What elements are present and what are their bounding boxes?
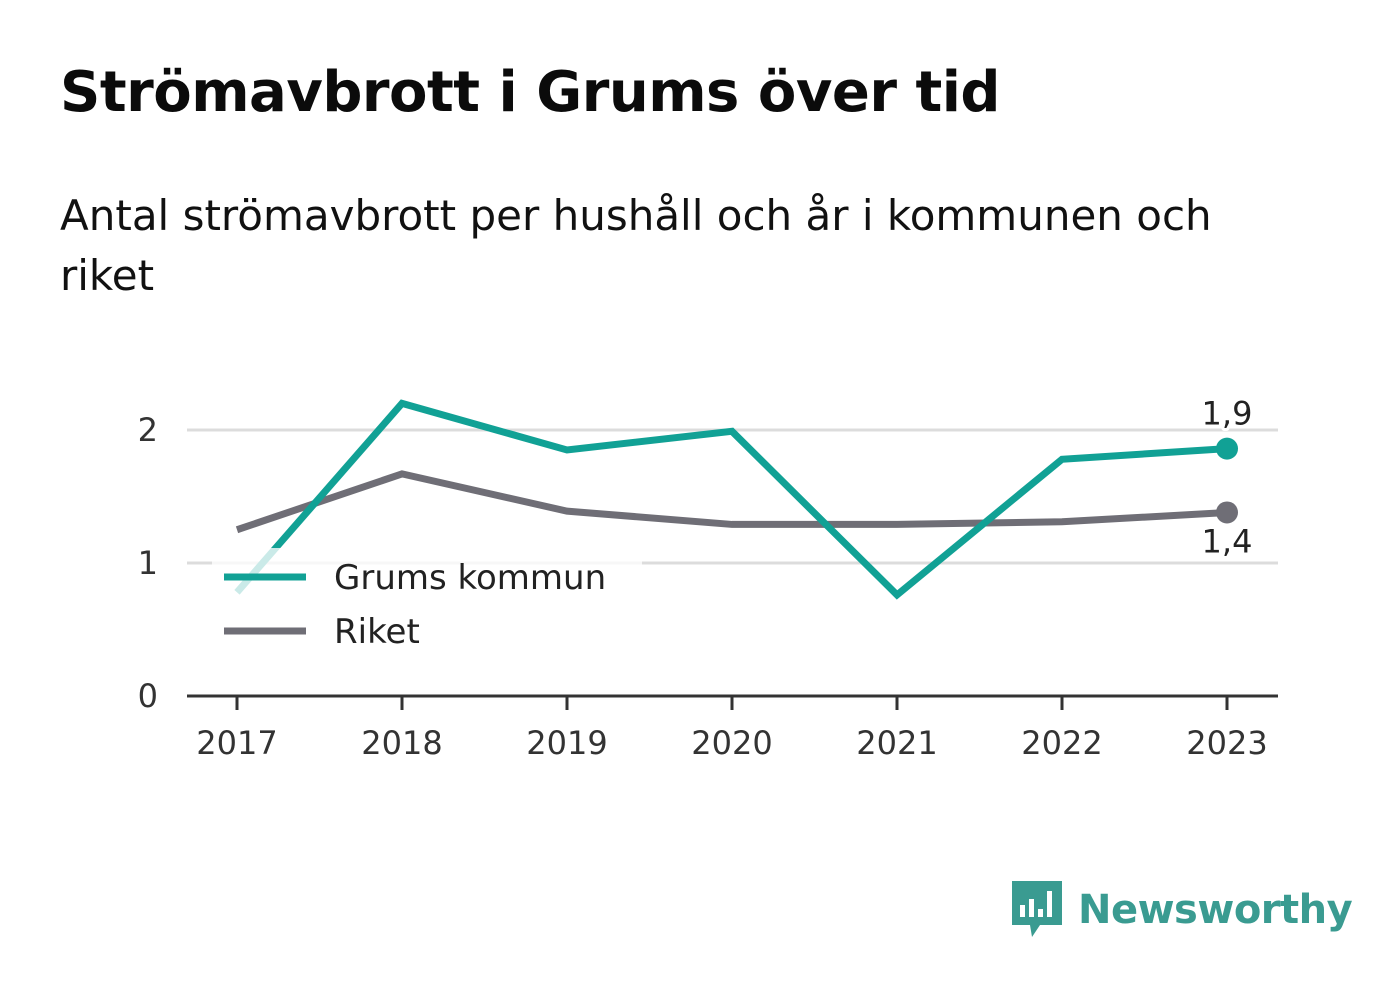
end-point-grums-kommun [1216, 437, 1238, 460]
x-axis: 2017 2018 2019 2020 2021 2022 2023 [187, 694, 1278, 762]
y-tick-label: 0 [138, 677, 158, 715]
x-tick-label: 2020 [691, 724, 772, 762]
brand-logo: Newsworthy [1010, 878, 1353, 942]
chart-subtitle: Antal strömavbrott per hushåll och år i … [60, 191, 1212, 300]
chart-title: Strömavbrott i Grums över tid [60, 60, 1001, 125]
legend: Grums kommun Riket [212, 548, 642, 660]
y-tick-label: 1 [138, 544, 158, 582]
legend-background [212, 548, 642, 660]
bar-chart-speech-bubble-icon [1012, 881, 1062, 937]
legend-label-grums-kommun: Grums kommun [334, 558, 606, 598]
data-labels: 1,9 1,4 [1199, 392, 1256, 564]
x-tick-label: 2019 [526, 724, 607, 762]
x-tick-label: 2022 [1021, 724, 1102, 762]
end-point-riket [1216, 501, 1238, 524]
y-tick-label: 2 [138, 411, 158, 449]
legend-label-riket: Riket [334, 612, 420, 652]
series-line-riket [235, 470, 1228, 534]
grid-lines [187, 428, 1278, 565]
x-tick-label: 2017 [196, 724, 277, 762]
series-line-grums-kommun [234, 399, 1228, 600]
end-value-label-grums-kommun: 1,9 [1202, 395, 1253, 433]
x-tick-label: 2021 [856, 724, 937, 762]
x-tick-label: 2023 [1186, 724, 1267, 762]
brand-name: Newsworthy [1078, 887, 1353, 933]
y-axis-ticks: 0 1 2 [138, 411, 158, 715]
series-lines [234, 399, 1238, 600]
x-tick-label: 2018 [361, 724, 442, 762]
end-value-label-riket: 1,4 [1202, 522, 1253, 560]
